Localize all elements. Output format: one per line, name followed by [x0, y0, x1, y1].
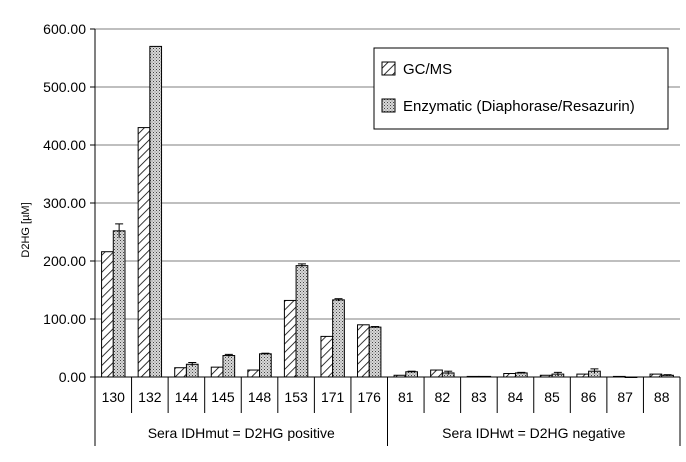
x-tick-label: 144 [175, 389, 199, 405]
group-label: Sera IDHwt = D2HG negative [442, 425, 625, 441]
legend-label-gcms: GC/MS [403, 61, 452, 78]
legend-label-enzymatic: Enzymatic (Diaphorase/Resazurin) [403, 98, 635, 115]
x-tick-label: 85 [544, 389, 560, 405]
bar-gcms-82 [430, 369, 443, 378]
x-tick-label: 132 [138, 389, 162, 405]
x-tick-label: 82 [435, 389, 451, 405]
legend-box [373, 47, 669, 130]
bar-enzymatic-176 [368, 326, 382, 378]
bar-enzymatic-145 [222, 355, 236, 378]
y-tick-label: 600.00 [43, 21, 86, 37]
legend: GC/MS Enzymatic (Diaphorase/Resazurin) [373, 47, 669, 130]
legend-swatch-enzymatic [381, 98, 396, 113]
x-tick-label: 171 [321, 389, 345, 405]
y-tick-label: 0.00 [59, 369, 86, 385]
x-tick-label: 176 [358, 389, 382, 405]
bar-enzymatic-132 [149, 45, 163, 378]
bar-gcms-153 [283, 299, 297, 378]
group-label: Sera IDHmut = D2HG positive [148, 425, 335, 441]
bar-enzymatic-84 [514, 372, 528, 378]
x-tick-label: 81 [398, 389, 414, 405]
x-tick-label: 86 [581, 389, 597, 405]
x-tick-label: 148 [248, 389, 272, 405]
bar-gcms-130 [101, 251, 114, 378]
bar-enzymatic-144 [185, 363, 199, 378]
error-bars [115, 223, 672, 376]
y-tick-label: 300.00 [43, 195, 86, 211]
y-tick-label: 100.00 [43, 311, 86, 327]
y-tick-label: 200.00 [43, 253, 86, 269]
legend-swatch-gcms [381, 61, 396, 76]
bar-gcms-84 [503, 373, 516, 378]
bar-gcms-148 [247, 369, 261, 378]
bar-gcms-132 [137, 127, 151, 378]
bar-gcms-176 [357, 324, 370, 378]
x-tick-label: 153 [284, 389, 308, 405]
x-tick-label: 83 [471, 389, 487, 405]
bar-gcms-171 [320, 335, 334, 378]
bar-gcms-145 [210, 366, 224, 378]
category-table: 130 132 144 145 148 153 171 176 81 82 83 84 85 86 87 88… [94, 377, 681, 446]
x-tick-label: 87 [617, 389, 633, 405]
x-tick-label: 84 [508, 389, 524, 405]
y-axis-label: D2HG [µM] [20, 202, 32, 257]
bar-gcms-144 [174, 367, 187, 378]
y-tick-label: 500.00 [43, 79, 86, 95]
bar-enzymatic-81 [405, 371, 418, 378]
x-tick-label: 88 [654, 389, 670, 405]
y-tick-label: 400.00 [43, 137, 86, 153]
bar-enzymatic-148 [259, 353, 272, 378]
x-tick-label: 145 [211, 389, 235, 405]
x-tick-label: 130 [102, 389, 126, 405]
bar-enzymatic-130 [112, 230, 126, 378]
y-axis-ticks: 0.00 100.00 200.00 300.00 400.00 500.00 600.00 [43, 21, 95, 385]
bar-enzymatic-171 [332, 299, 345, 378]
bar-enzymatic-153 [295, 265, 309, 378]
